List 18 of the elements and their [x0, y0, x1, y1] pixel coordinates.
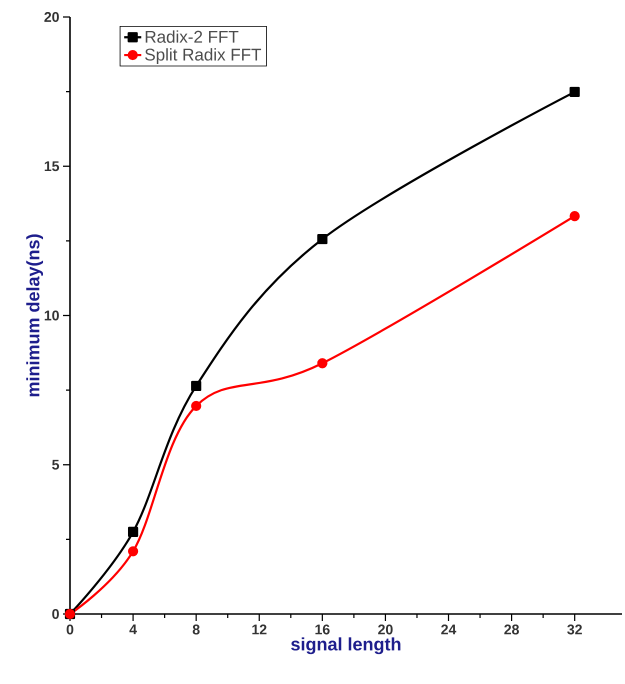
x-tick-label: 0: [66, 624, 74, 634]
x-tick-label: 32: [567, 624, 582, 634]
legend-label: Radix-2 FFT: [146, 30, 238, 43]
y-tick-label: 15: [44, 161, 60, 172]
x-axis-title: signal length: [291, 637, 400, 654]
y-tick-label: 10: [44, 310, 59, 320]
x-tick-label: 16: [315, 624, 330, 634]
x-tick-label: 4: [129, 624, 137, 634]
y-axis-title: minimum delay(ns): [26, 234, 44, 396]
y-tick-label: 20: [44, 12, 59, 22]
y-tick-label: 0: [52, 609, 59, 619]
x-tick-label: 12: [252, 624, 266, 634]
x-tick-label: 28: [504, 624, 519, 634]
legend-label: Split Radix FFT: [145, 48, 262, 64]
x-tick-label: 20: [378, 624, 393, 634]
x-tick-label: 8: [192, 624, 200, 634]
x-tick-label: 24: [441, 624, 456, 634]
y-tick-label: 5: [52, 460, 60, 470]
